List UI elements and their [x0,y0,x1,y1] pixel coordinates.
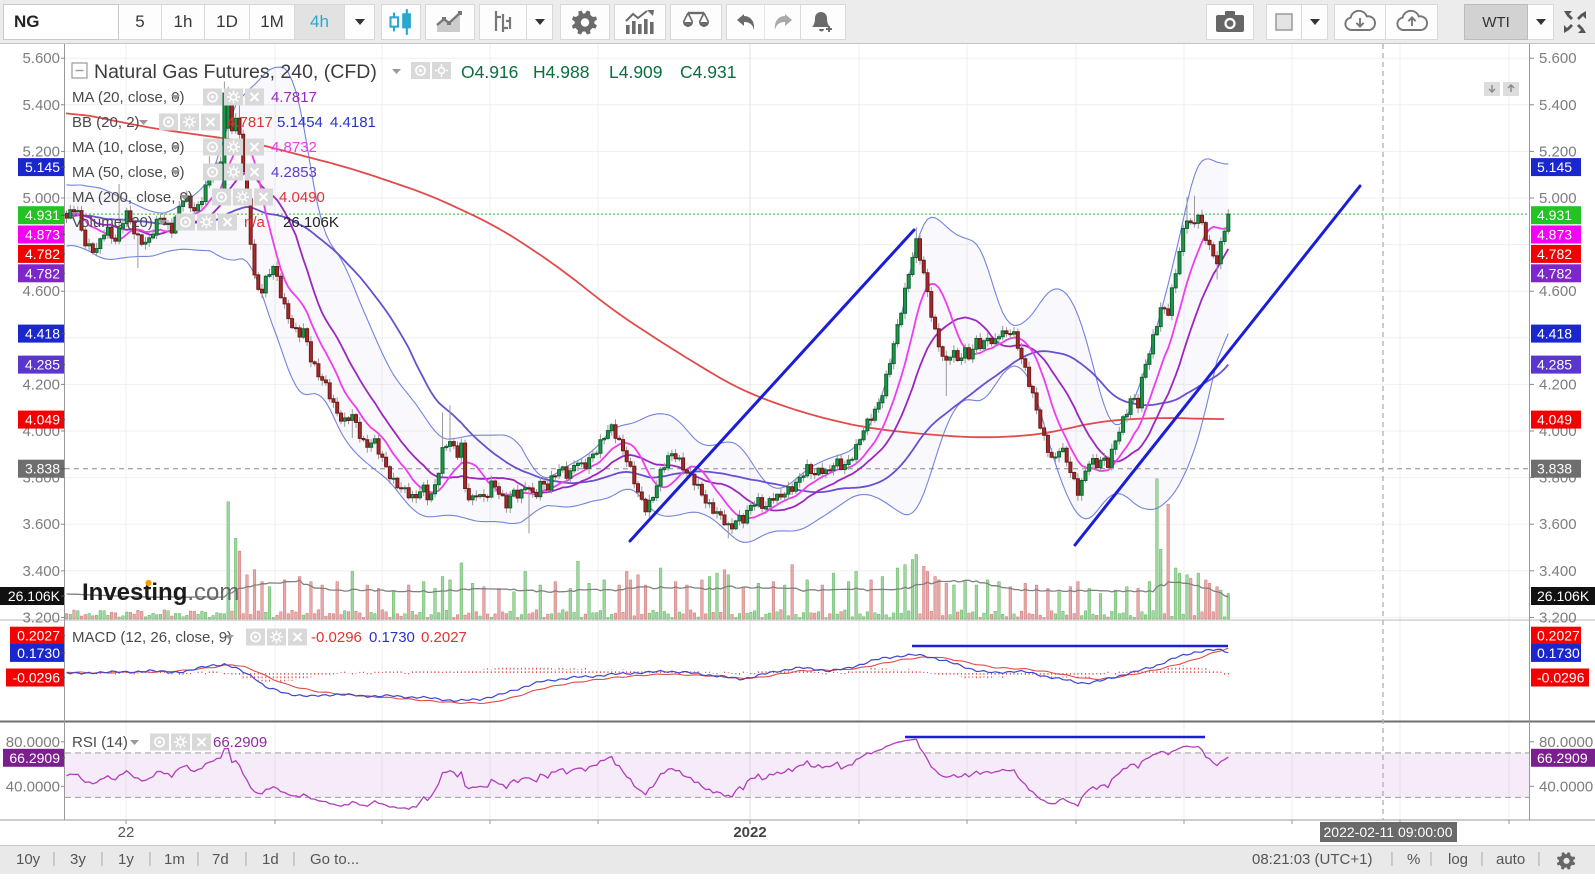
svg-text:4.782: 4.782 [25,246,60,262]
svg-text:40.0000: 40.0000 [1539,778,1593,795]
svg-text:O4.916: O4.916 [461,62,518,82]
svg-text:66.2909: 66.2909 [1537,750,1588,766]
svg-text:5.145: 5.145 [1537,159,1572,175]
svg-text:Investing.com: Investing.com [82,579,239,606]
svg-text:4.049: 4.049 [1537,412,1572,428]
svg-text:3.600: 3.600 [22,516,60,533]
svg-text:3.200: 3.200 [1539,609,1577,626]
svg-text:5.400: 5.400 [1539,97,1577,114]
svg-text:4.7817: 4.7817 [227,114,273,131]
svg-text:5.145: 5.145 [25,159,60,175]
svg-text:4.285: 4.285 [25,357,60,373]
svg-text:0.1730: 0.1730 [1537,645,1580,661]
svg-text:4.285: 4.285 [1537,357,1572,373]
svg-text:L4.909: L4.909 [609,62,663,82]
svg-text:66.2909: 66.2909 [213,734,267,751]
svg-text:4.931: 4.931 [25,207,60,223]
svg-text:4.8732: 4.8732 [271,139,317,156]
svg-text:MA (50, close, 0): MA (50, close, 0) [72,164,185,181]
svg-text:22: 22 [118,824,135,841]
svg-text:0.2027: 0.2027 [1537,628,1580,644]
svg-text:-0.0296: -0.0296 [13,670,61,686]
svg-text:3.400: 3.400 [22,563,60,580]
svg-text:3.400: 3.400 [1539,563,1577,580]
svg-text:4.782: 4.782 [25,265,60,281]
svg-text:80.0000: 80.0000 [1539,734,1593,751]
svg-text:4.931: 4.931 [1537,207,1572,223]
svg-text:5.000: 5.000 [1539,190,1577,207]
svg-text:66.2909: 66.2909 [9,750,60,766]
svg-text:0.2027: 0.2027 [421,629,467,646]
svg-text:4.600: 4.600 [1539,283,1577,300]
svg-text:3.838: 3.838 [25,461,60,477]
svg-text:80.0000: 80.0000 [6,734,60,751]
svg-text:3.838: 3.838 [1537,461,1572,477]
svg-text:5.1454: 5.1454 [277,114,323,131]
svg-text:H4.988: H4.988 [533,62,589,82]
svg-text:4.4181: 4.4181 [330,114,376,131]
svg-text:4.200: 4.200 [22,376,60,393]
svg-text:5.200: 5.200 [1539,143,1577,160]
svg-text:0.1730: 0.1730 [369,629,415,646]
svg-text:n/a: n/a [244,214,266,231]
svg-text:RSI (14): RSI (14) [72,734,128,751]
svg-text:26.106K: 26.106K [8,588,61,604]
svg-text:5.600: 5.600 [22,50,60,67]
svg-text:4.7817: 4.7817 [271,89,317,106]
svg-text:-0.0296: -0.0296 [311,629,362,646]
svg-text:5.600: 5.600 [1539,50,1577,67]
svg-text:4.418: 4.418 [25,326,60,342]
svg-text:2022: 2022 [733,824,766,841]
svg-text:4.782: 4.782 [1537,265,1572,281]
svg-text:2022-02-11 09:00:00: 2022-02-11 09:00:00 [1324,824,1453,840]
svg-text:MA (200, close, 0): MA (200, close, 0) [72,189,193,206]
svg-text:0.1730: 0.1730 [17,645,60,661]
svg-text:3.600: 3.600 [1539,516,1577,533]
svg-text:Volume (20): Volume (20) [72,214,153,231]
svg-text:4.2853: 4.2853 [271,164,317,181]
svg-text:BB (20, 2): BB (20, 2) [72,114,140,131]
svg-text:26.106K: 26.106K [283,214,339,231]
svg-text:4.0490: 4.0490 [279,189,325,206]
svg-text:40.0000: 40.0000 [6,778,60,795]
svg-text:0.2027: 0.2027 [17,628,60,644]
svg-text:3.200: 3.200 [22,609,60,626]
svg-text:5.000: 5.000 [22,190,60,207]
svg-text:-0.0296: -0.0296 [1537,670,1585,686]
svg-text:MA (10, close, 0): MA (10, close, 0) [72,139,185,156]
svg-text:4.600: 4.600 [22,283,60,300]
svg-text:4.873: 4.873 [25,227,60,243]
svg-text:Natural Gas Futures, 240, (CFD: Natural Gas Futures, 240, (CFD) [94,61,377,83]
svg-text:4.200: 4.200 [1539,376,1577,393]
svg-text:26.106K: 26.106K [1537,588,1590,604]
svg-text:4.873: 4.873 [1537,227,1572,243]
svg-text:4.782: 4.782 [1537,246,1572,262]
svg-text:MA (20, close, 0): MA (20, close, 0) [72,89,185,106]
svg-text:4.418: 4.418 [1537,326,1572,342]
svg-text:C4.931: C4.931 [680,62,736,82]
svg-text:5.400: 5.400 [22,97,60,114]
svg-text:4.049: 4.049 [25,412,60,428]
svg-text:MACD (12, 26, close, 9): MACD (12, 26, close, 9) [72,629,232,646]
svg-text:5.200: 5.200 [22,143,60,160]
